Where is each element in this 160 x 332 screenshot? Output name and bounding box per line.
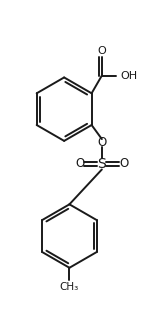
Text: OH: OH	[120, 71, 137, 81]
Text: S: S	[97, 157, 106, 171]
Text: O: O	[97, 136, 106, 149]
Text: O: O	[97, 46, 106, 56]
Text: CH₃: CH₃	[60, 282, 79, 292]
Text: O: O	[119, 157, 129, 170]
Text: O: O	[75, 157, 84, 170]
